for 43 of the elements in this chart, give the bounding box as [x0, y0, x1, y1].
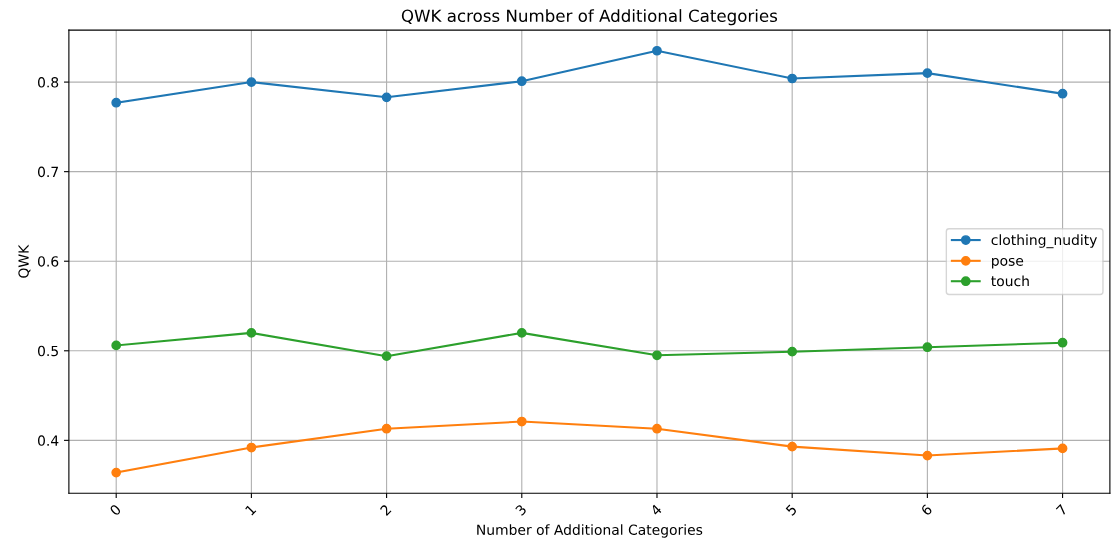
y-tick-label: 0.6	[37, 256, 59, 267]
x-tick-label: 1	[244, 504, 257, 516]
x-tick-label: 5	[785, 504, 798, 517]
legend-label: touch	[991, 275, 1029, 287]
point	[111, 340, 122, 351]
y-tick-label: 0.8	[37, 77, 59, 88]
point	[787, 73, 798, 84]
y-tick-label: 0.4	[37, 435, 59, 446]
x-axis-title: Number of Additional Categories	[477, 524, 703, 538]
point	[111, 467, 122, 478]
point	[1057, 443, 1068, 454]
point	[1057, 88, 1068, 99]
point	[111, 97, 122, 108]
point	[922, 68, 933, 78]
legend-label: clothing_nudity	[991, 234, 1097, 249]
x-tick-label: 3	[514, 503, 527, 517]
chart-title: QWK across Number of Additional Categories	[401, 9, 778, 26]
point	[381, 423, 392, 434]
point	[516, 416, 527, 427]
point	[246, 328, 257, 338]
x-tick-label: 7	[1055, 504, 1068, 516]
point	[381, 351, 392, 362]
x-tick-label: 4	[649, 503, 663, 517]
point	[652, 350, 662, 361]
point	[787, 441, 798, 452]
y-tick-label: 0.7	[37, 166, 58, 178]
point	[652, 45, 662, 56]
y-tick-label: 0.5	[37, 345, 58, 357]
point	[381, 92, 392, 103]
point	[246, 77, 257, 87]
x-tick-label: 0	[109, 503, 122, 517]
x-tick-label: 6	[920, 503, 933, 517]
point	[787, 346, 798, 357]
point	[922, 450, 933, 461]
point	[516, 76, 527, 87]
point	[652, 423, 662, 434]
point	[516, 328, 527, 338]
point	[246, 442, 257, 453]
point	[1057, 337, 1068, 348]
y-axis-title: QWK	[18, 244, 31, 278]
legend-label: pose	[992, 257, 1024, 269]
point	[922, 342, 933, 353]
x-tick-label: 2	[379, 504, 392, 516]
